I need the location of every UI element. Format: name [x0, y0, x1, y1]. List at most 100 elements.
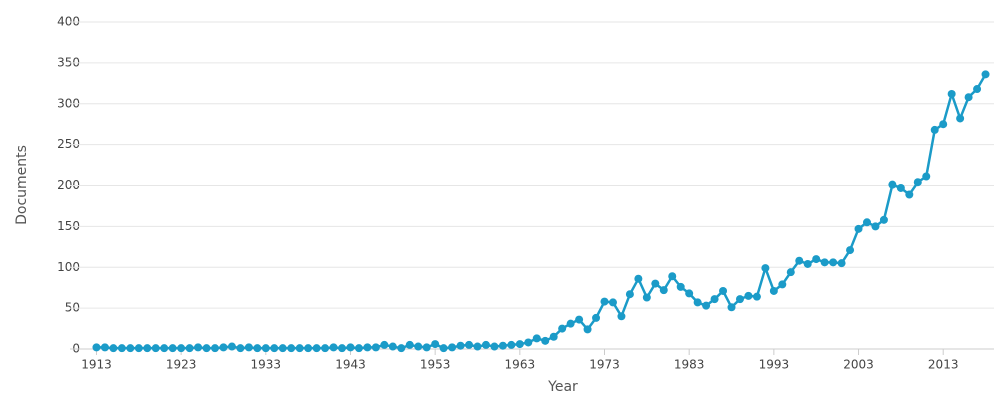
- data-point: [329, 343, 338, 352]
- data-point: [507, 340, 516, 349]
- data-point: [126, 344, 135, 353]
- x-tick-label: 1923: [166, 358, 197, 372]
- data-point: [151, 344, 160, 353]
- y-tick-label: 100: [57, 260, 80, 274]
- data-point: [168, 344, 177, 353]
- data-point: [338, 344, 347, 353]
- y-tick-label: 250: [57, 137, 80, 151]
- data-point: [422, 343, 431, 352]
- data-point: [685, 289, 694, 298]
- y-tick-label: 350: [57, 55, 80, 69]
- data-point: [414, 342, 423, 351]
- data-point: [829, 258, 838, 267]
- data-point: [930, 125, 939, 134]
- data-point: [287, 344, 296, 353]
- data-point: [473, 342, 482, 351]
- data-point: [727, 303, 736, 312]
- data-point: [896, 183, 905, 192]
- data-point: [854, 224, 863, 233]
- data-point: [922, 172, 931, 181]
- data-point: [761, 264, 770, 273]
- data-point: [862, 218, 871, 227]
- data-point: [109, 344, 118, 353]
- data-point: [812, 255, 821, 264]
- data-point: [710, 295, 719, 304]
- data-point: [354, 344, 363, 353]
- data-point: [913, 178, 922, 187]
- data-point: [634, 274, 643, 283]
- data-point: [524, 338, 533, 347]
- data-point: [219, 343, 228, 352]
- data-point: [194, 343, 203, 352]
- data-point: [363, 343, 372, 352]
- data-point: [625, 290, 634, 299]
- data-point: [227, 342, 236, 351]
- data-point: [100, 343, 109, 352]
- x-tick-label: 1933: [251, 358, 282, 372]
- y-axis-title: Documents: [14, 145, 30, 225]
- x-tick-label: 1943: [335, 358, 366, 372]
- data-point: [439, 344, 448, 353]
- data-point: [117, 344, 126, 353]
- data-point: [558, 324, 567, 333]
- data-point: [431, 340, 440, 349]
- data-point: [600, 297, 609, 306]
- data-point: [388, 342, 397, 351]
- data-point: [575, 315, 584, 324]
- data-point: [321, 344, 330, 353]
- data-point: [735, 295, 744, 304]
- data-point: [795, 256, 804, 265]
- data-point: [270, 344, 279, 353]
- x-tick-label: 1973: [589, 358, 620, 372]
- data-point: [515, 340, 524, 349]
- data-point: [642, 293, 651, 302]
- data-point: [304, 344, 313, 353]
- data-point: [752, 292, 761, 301]
- data-point: [405, 340, 414, 349]
- data-point: [498, 341, 507, 350]
- data-point: [659, 286, 668, 295]
- data-point: [566, 319, 575, 328]
- x-tick-label: 2003: [843, 358, 874, 372]
- x-tick-label: 1983: [674, 358, 705, 372]
- data-point: [651, 279, 660, 288]
- data-point: [981, 70, 990, 79]
- data-point: [244, 343, 253, 352]
- data-point: [905, 190, 914, 199]
- data-point: [888, 180, 897, 189]
- data-point: [583, 325, 592, 334]
- data-point: [786, 268, 795, 277]
- data-point: [846, 246, 855, 255]
- data-point: [947, 89, 956, 98]
- data-point: [879, 215, 888, 224]
- data-point: [693, 298, 702, 307]
- y-tick-label: 200: [57, 178, 80, 192]
- data-point: [185, 344, 194, 353]
- data-point: [371, 343, 380, 352]
- data-point: [973, 85, 982, 94]
- data-point: [448, 343, 457, 352]
- data-point: [541, 336, 550, 345]
- y-tick-label: 400: [57, 15, 80, 29]
- data-point: [676, 282, 685, 291]
- data-point: [549, 332, 558, 341]
- data-point: [617, 312, 626, 321]
- data-point: [820, 258, 829, 267]
- data-point: [456, 341, 465, 350]
- y-tick-label: 150: [57, 219, 80, 233]
- y-tick-label: 300: [57, 96, 80, 110]
- data-line: [96, 73, 987, 350]
- x-tick-label: 2013: [928, 358, 959, 372]
- data-point: [380, 340, 389, 349]
- data-point: [837, 259, 846, 268]
- data-point: [465, 340, 474, 349]
- data-point: [668, 272, 677, 281]
- x-axis-title: Year: [547, 379, 578, 395]
- data-point: [719, 286, 728, 295]
- data-point: [261, 344, 270, 353]
- x-tick-label: 1993: [759, 358, 790, 372]
- data-point: [346, 343, 355, 352]
- data-point: [592, 313, 601, 322]
- data-point: [236, 344, 245, 353]
